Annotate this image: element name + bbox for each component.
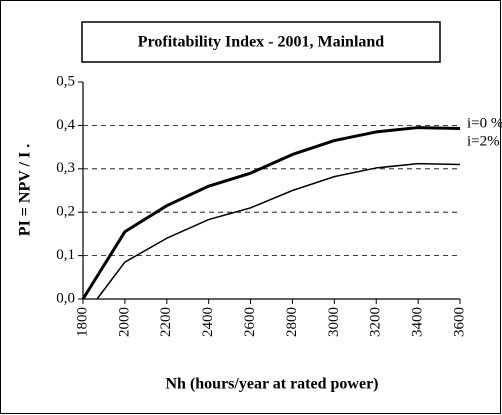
series-line bbox=[81, 126, 461, 300]
x-tick-label: 3000 bbox=[326, 307, 342, 337]
x-tick-label: 2800 bbox=[284, 307, 300, 337]
y-tick-label: 0,3 bbox=[56, 160, 75, 176]
y-tick-label: 0,2 bbox=[56, 204, 75, 220]
y-tick-label: 0,5 bbox=[56, 73, 75, 89]
y-tick-label: 0,0 bbox=[56, 290, 75, 306]
title-box bbox=[81, 21, 441, 63]
legend-label: i=0 % bbox=[467, 115, 502, 131]
x-tick-label: 1800 bbox=[74, 307, 90, 337]
x-tick-label: 2400 bbox=[200, 307, 216, 337]
series-line bbox=[96, 162, 461, 300]
x-tick-label: 2600 bbox=[242, 307, 258, 337]
x-tick-label: 3600 bbox=[451, 307, 467, 337]
y-tick-label: 0,4 bbox=[56, 117, 75, 133]
y-axis-title: PI = NPV / I . bbox=[17, 144, 34, 236]
legend-label: i=2% bbox=[467, 133, 500, 149]
chart-title: Profitability Index - 2001, Mainland bbox=[138, 34, 384, 51]
x-axis-title: Nh (hours/year at rated power) bbox=[165, 376, 378, 393]
y-tick-label: 0,1 bbox=[56, 247, 75, 263]
x-tick-label: 3200 bbox=[368, 307, 384, 337]
x-tick-label: 2000 bbox=[116, 307, 132, 337]
x-tick-label: 3400 bbox=[410, 307, 426, 337]
x-tick-label: 2200 bbox=[158, 307, 174, 337]
